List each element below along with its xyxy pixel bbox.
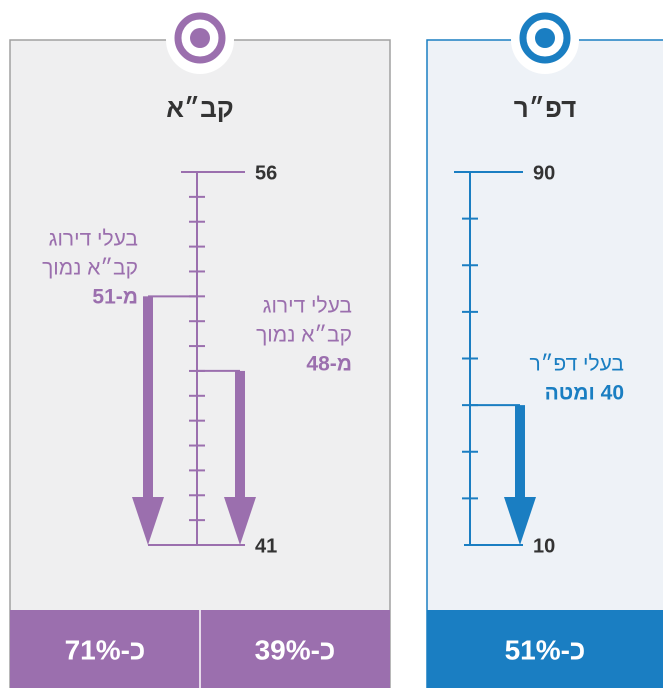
arrow-label: מ-48 bbox=[306, 353, 352, 376]
panel-title: דפ״ר bbox=[514, 93, 577, 123]
arrow-head bbox=[224, 497, 256, 545]
icon-core bbox=[535, 28, 555, 48]
arrow-label: קב״א נמוך bbox=[256, 324, 352, 347]
arrow-label: 40 ומטה bbox=[545, 382, 624, 405]
icon-ring bbox=[519, 12, 571, 64]
icon-ring bbox=[174, 12, 226, 64]
footer-value: כ-39% bbox=[255, 634, 336, 665]
footer-value: כ-51% bbox=[505, 634, 586, 665]
panel-title: קב״א bbox=[166, 93, 234, 123]
arrow-label: בעלי דירוג bbox=[263, 295, 352, 318]
scale-max: 90 bbox=[533, 162, 555, 184]
arrow-head bbox=[504, 497, 536, 545]
footer-value: כ-71% bbox=[65, 634, 146, 665]
scale-max: 56 bbox=[255, 162, 277, 184]
arrow-label: בעלי דפ״ר bbox=[530, 353, 624, 376]
arrow-label: בעלי דירוג bbox=[49, 228, 138, 251]
icon-core bbox=[190, 28, 210, 48]
arrow-head bbox=[132, 497, 164, 545]
arrow-shaft bbox=[143, 296, 153, 505]
scale-min: 41 bbox=[255, 535, 277, 557]
scale-min: 10 bbox=[533, 535, 555, 557]
panel-right bbox=[426, 39, 663, 688]
arrow-shaft bbox=[235, 370, 245, 505]
panel-left bbox=[9, 39, 391, 688]
arrow-label: קב״א נמוך bbox=[42, 257, 138, 280]
arrow-shaft bbox=[515, 405, 525, 505]
footer bbox=[427, 610, 663, 688]
arrow-label: מ-51 bbox=[92, 286, 138, 309]
